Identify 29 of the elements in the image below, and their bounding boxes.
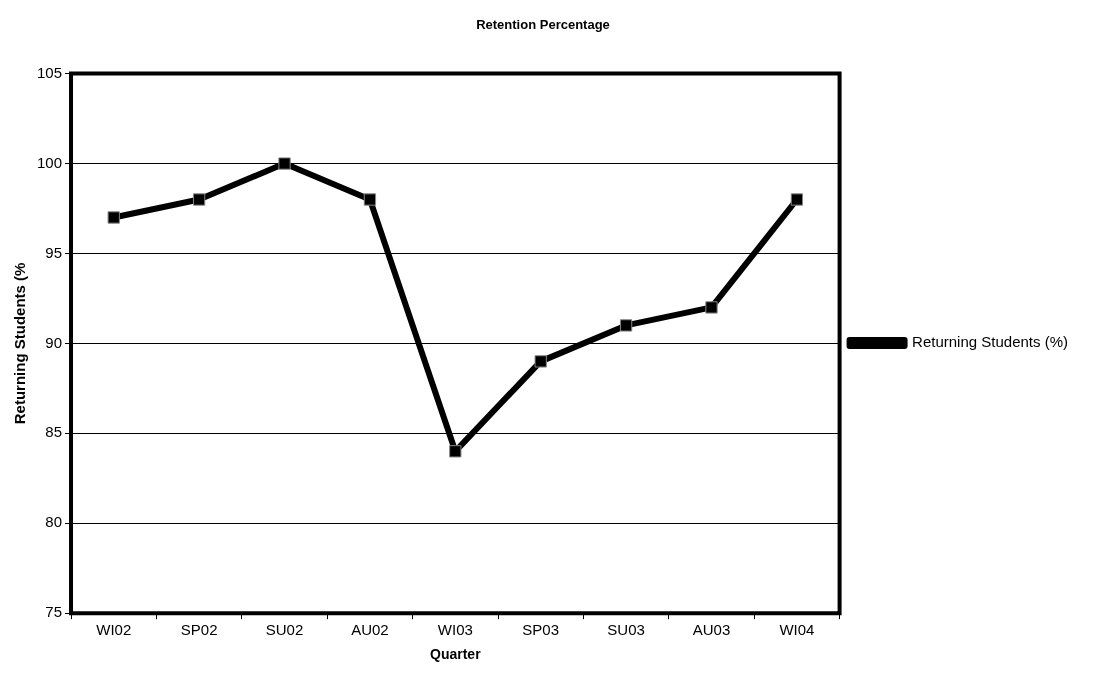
x-tick-label: SP02 [180,621,218,639]
chart-title: Retention Percentage [476,17,610,33]
point [619,319,633,332]
point [107,211,120,224]
x-tick-label: WI02 [96,621,132,639]
point [534,355,547,368]
x-tick-label: AU02 [351,621,389,639]
point [192,193,206,206]
y-axis-title: Returning Students (% [11,262,29,425]
x-tick-label: AU03 [692,621,731,639]
point [790,193,804,206]
legend-label: Returning Students (%) [912,333,1069,351]
x-tick-label: WI04 [779,621,815,639]
x-axis-title: Quarter [430,646,482,663]
point [278,157,291,170]
x-tick-label: SU02 [265,621,304,639]
x-tick-label: WI03 [437,621,473,639]
y-tick-label: 105 [37,63,63,81]
y-tick-label: 100 [37,153,63,171]
y-tick-label: 80 [45,513,63,531]
point [705,301,718,314]
point [363,193,377,206]
y-tick-label: 85 [45,423,63,441]
y-tick-label: 75 [45,603,63,621]
y-tick-label: 95 [45,243,63,261]
y-tick-label: 90 [45,333,63,351]
point [449,445,462,458]
x-tick-label: SP03 [522,621,560,639]
x-tick-label: SU03 [607,621,645,639]
